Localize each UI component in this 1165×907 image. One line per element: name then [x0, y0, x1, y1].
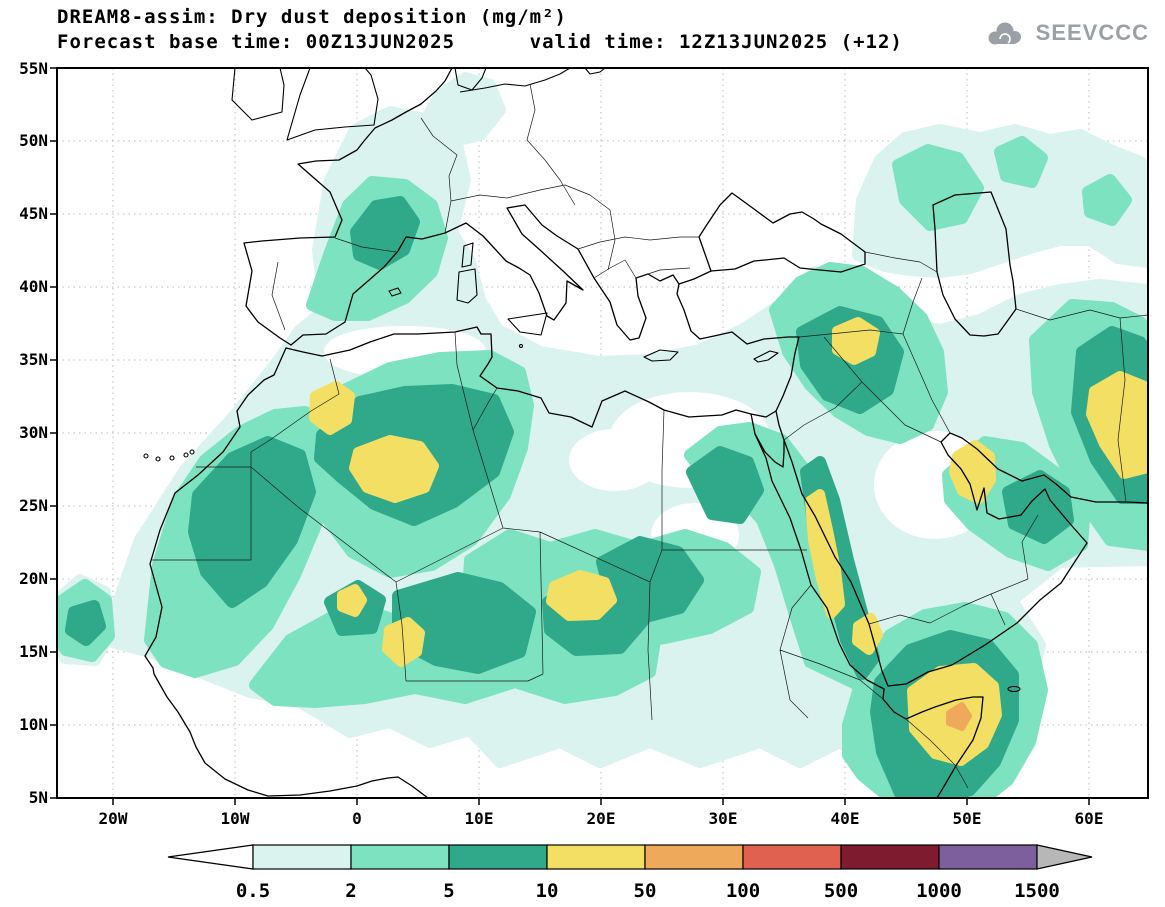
coastline	[750, 410, 785, 468]
colorbar-tick-label: 50	[634, 880, 657, 902]
contour-level4-region	[546, 570, 617, 621]
colorbar-right-arrow	[1036, 844, 1093, 870]
contour-level2-region	[1082, 174, 1132, 226]
colorbar-segment	[840, 844, 940, 870]
colorbar-segment	[644, 844, 744, 870]
coastline	[698, 192, 866, 273]
colorbar-segment	[546, 844, 646, 870]
colorbar-segment	[938, 844, 1038, 870]
small-islands	[143, 343, 1021, 693]
lon-label: 20E	[587, 809, 616, 828]
contour-level2-region	[994, 136, 1048, 188]
lat-label: 30N	[19, 423, 48, 442]
seevccc-logo: SEEVCCC	[982, 18, 1149, 48]
contour-level3-region	[1002, 470, 1074, 544]
lon-label: 20W	[99, 809, 128, 828]
contour-level5-region	[946, 702, 972, 731]
contour-level4-region	[949, 440, 996, 504]
colorbar-tick-label: 1000	[916, 880, 962, 902]
map-canvas	[57, 68, 1148, 798]
colorbar-tick-label: 100	[726, 880, 760, 902]
colorbar-labels: 0.5 2 5 10 50 100 500 1000 1500	[236, 880, 1060, 902]
colorbar-tick-label: 10	[536, 880, 559, 902]
contour-hole	[569, 429, 661, 491]
lat-label: 25N	[19, 496, 48, 515]
contour-level3-region	[596, 536, 704, 624]
lat-label: 10N	[19, 715, 48, 734]
contour-level4-region	[805, 489, 845, 619]
colorbar-segment	[252, 844, 352, 870]
island-outlines	[388, 242, 779, 363]
coastline	[754, 433, 984, 798]
lat-label: 20N	[19, 569, 48, 588]
coastline	[243, 68, 453, 346]
colorbar-segment	[448, 844, 548, 870]
lat-label: 15N	[19, 642, 48, 661]
map-title: DREAM8-assim: Dry dust deposition (mg/m²…	[57, 6, 567, 28]
colorbar: 0.5 2 5 10 50 100 500 1000 1500	[167, 844, 1093, 902]
contour-level3-region	[686, 446, 764, 524]
lat-label: 35N	[19, 350, 48, 369]
contour-level3-region	[188, 436, 316, 608]
colorbar-left-arrow	[167, 844, 254, 870]
coastline	[290, 204, 712, 346]
axis-ticks	[50, 67, 1090, 805]
colorbar-tick-label: 500	[824, 880, 858, 902]
lon-label: 10W	[221, 809, 250, 828]
lon-label: 0	[352, 809, 362, 828]
lon-label: 50E	[953, 809, 982, 828]
lon-label: 40E	[831, 809, 860, 828]
colorbar-segment	[742, 844, 842, 870]
contour-level4-region	[349, 435, 439, 503]
coastline	[783, 432, 1148, 687]
lon-label: 60E	[1075, 809, 1104, 828]
coastlines	[143, 68, 1148, 798]
coastline	[144, 347, 429, 798]
contour-level3-region	[350, 196, 420, 270]
colorbar-tick-label: 2	[345, 880, 356, 902]
north-coast-fragments	[231, 68, 606, 141]
colorbar-tick-label: 5	[443, 880, 454, 902]
lon-label: 10E	[465, 809, 494, 828]
cloud-logo-icon	[988, 22, 1021, 45]
lat-label: 5N	[29, 788, 48, 807]
coastline	[285, 283, 800, 428]
contour-level4-region	[337, 584, 367, 617]
colorbar-segment	[350, 844, 450, 870]
colorbar-tick-label: 1500	[1014, 880, 1060, 902]
lon-label: 30E	[709, 809, 738, 828]
contour-level2-region	[892, 144, 984, 231]
lat-label: 40N	[19, 277, 48, 296]
lat-label: 45N	[19, 204, 48, 223]
logo-text: SEEVCCC	[1035, 20, 1149, 45]
colorbar-tick-label: 0.5	[236, 880, 270, 902]
contour-level4-region	[309, 381, 355, 435]
latitude-axis: 55N 50N 45N 40N 35N 30N 25N 20N 15N 10N …	[19, 59, 48, 807]
coastline	[932, 191, 1017, 337]
lat-label: 55N	[19, 59, 48, 78]
longitude-axis: 20W 10W 0 10E 20E 30E 40E 50E 60E	[99, 809, 1104, 828]
country-borders	[152, 83, 1148, 789]
contour-level4-region	[832, 317, 880, 365]
contour-level1-region	[414, 72, 506, 148]
lat-label: 50N	[19, 131, 48, 150]
map-subtitle: Forecast base time: 00Z13JUN2025 valid t…	[57, 31, 903, 53]
contour-level3-region	[65, 600, 106, 646]
